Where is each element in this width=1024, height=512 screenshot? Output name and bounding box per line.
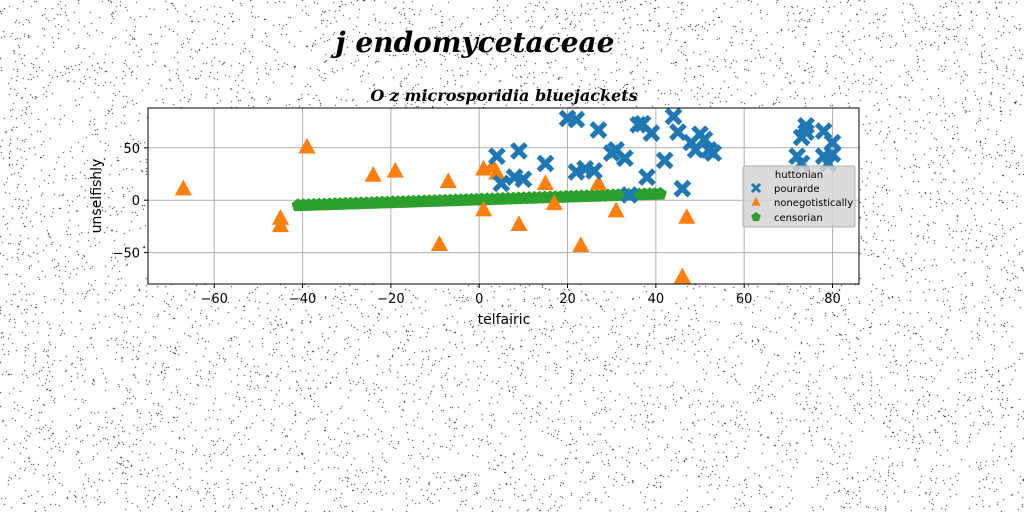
x-tick-label: −20 xyxy=(377,292,404,307)
y-tick-label: 0 xyxy=(132,194,140,209)
data-point-nonegotistically xyxy=(545,194,563,211)
legend-label-nonegotistically: nonegotistically xyxy=(774,198,853,209)
data-point-pourarde xyxy=(514,170,533,189)
x-tick-label: 80 xyxy=(824,292,841,307)
x-tick-label: 20 xyxy=(559,292,576,307)
data-point-pourarde xyxy=(695,130,714,149)
x-tick-label: 0 xyxy=(475,292,483,307)
data-point-nonegotistically xyxy=(439,172,457,189)
data-point-censorian xyxy=(653,186,667,200)
y-tick-label: 50 xyxy=(123,142,140,157)
legend-marker-pourarde xyxy=(750,182,762,194)
legend-marker-censorian xyxy=(751,212,761,221)
data-point-pourarde xyxy=(673,179,692,198)
data-point-pourarde xyxy=(823,145,842,163)
data-point-nonegotistically xyxy=(607,201,625,218)
data-marks xyxy=(174,107,842,284)
x-tick-label: 40 xyxy=(648,292,665,307)
y-axis-ticks: −50 0 50 xyxy=(113,142,148,262)
data-point-pourarde xyxy=(655,151,674,170)
legend: huttonian pourarde nonegotistically cens… xyxy=(742,165,856,228)
data-point-pourarde xyxy=(664,107,683,126)
data-point-pourarde xyxy=(642,124,661,142)
data-point-nonegotistically xyxy=(430,235,449,251)
x-tick-label: −60 xyxy=(201,292,228,307)
data-point-pourarde xyxy=(797,123,815,141)
legend-title: huttonian xyxy=(775,170,823,181)
data-point-nonegotistically xyxy=(475,200,493,217)
data-point-nonegotistically xyxy=(673,267,691,284)
data-point-nonegotistically xyxy=(488,163,506,180)
data-point-pourarde xyxy=(669,123,687,141)
x-axis-ticks: −60 −40 −20 0 20 40 60 80 xyxy=(201,284,841,307)
data-point-pourarde xyxy=(510,142,528,160)
data-point-nonegotistically xyxy=(572,236,590,252)
data-point-pourarde xyxy=(585,162,603,180)
data-point-nonegotistically xyxy=(271,216,290,233)
data-point-pourarde xyxy=(488,147,506,166)
data-point-pourarde xyxy=(638,168,656,186)
legend-box xyxy=(742,165,856,228)
y-tick-label: −50 xyxy=(113,247,140,262)
legend-label-pourarde: pourarde xyxy=(774,184,819,195)
x-axis-label: telfairic xyxy=(478,312,531,328)
data-point-nonegotistically xyxy=(589,174,607,191)
y-axis-label: unselfishly xyxy=(89,159,105,234)
data-point-nonegotistically xyxy=(364,166,382,182)
chart-title: O z microsporidia bluejackets xyxy=(370,86,637,105)
data-point-nonegotistically xyxy=(678,207,696,224)
data-point-nonegotistically xyxy=(386,161,404,178)
x-tick-label: 60 xyxy=(736,292,753,307)
data-point-pourarde xyxy=(589,121,608,139)
plot-frame xyxy=(147,107,860,285)
data-point-nonegotistically xyxy=(174,179,192,196)
data-point-pourarde xyxy=(536,154,555,173)
data-point-pourarde xyxy=(567,110,586,129)
data-point-pourarde xyxy=(616,149,634,168)
data-point-nonegotistically xyxy=(510,215,528,232)
legend-marker-nonegotistically xyxy=(751,197,761,206)
data-point-pourarde xyxy=(492,174,511,193)
data-point-nonegotistically xyxy=(298,137,316,154)
chart-suptitle: j endomycetaceae xyxy=(331,26,615,59)
data-point-pourarde xyxy=(704,144,723,162)
data-point-pourarde xyxy=(620,186,639,204)
x-tick-label: −40 xyxy=(289,292,316,307)
legend-label-censorian: censorian xyxy=(774,213,823,224)
data-point-nonegotistically xyxy=(536,174,555,191)
